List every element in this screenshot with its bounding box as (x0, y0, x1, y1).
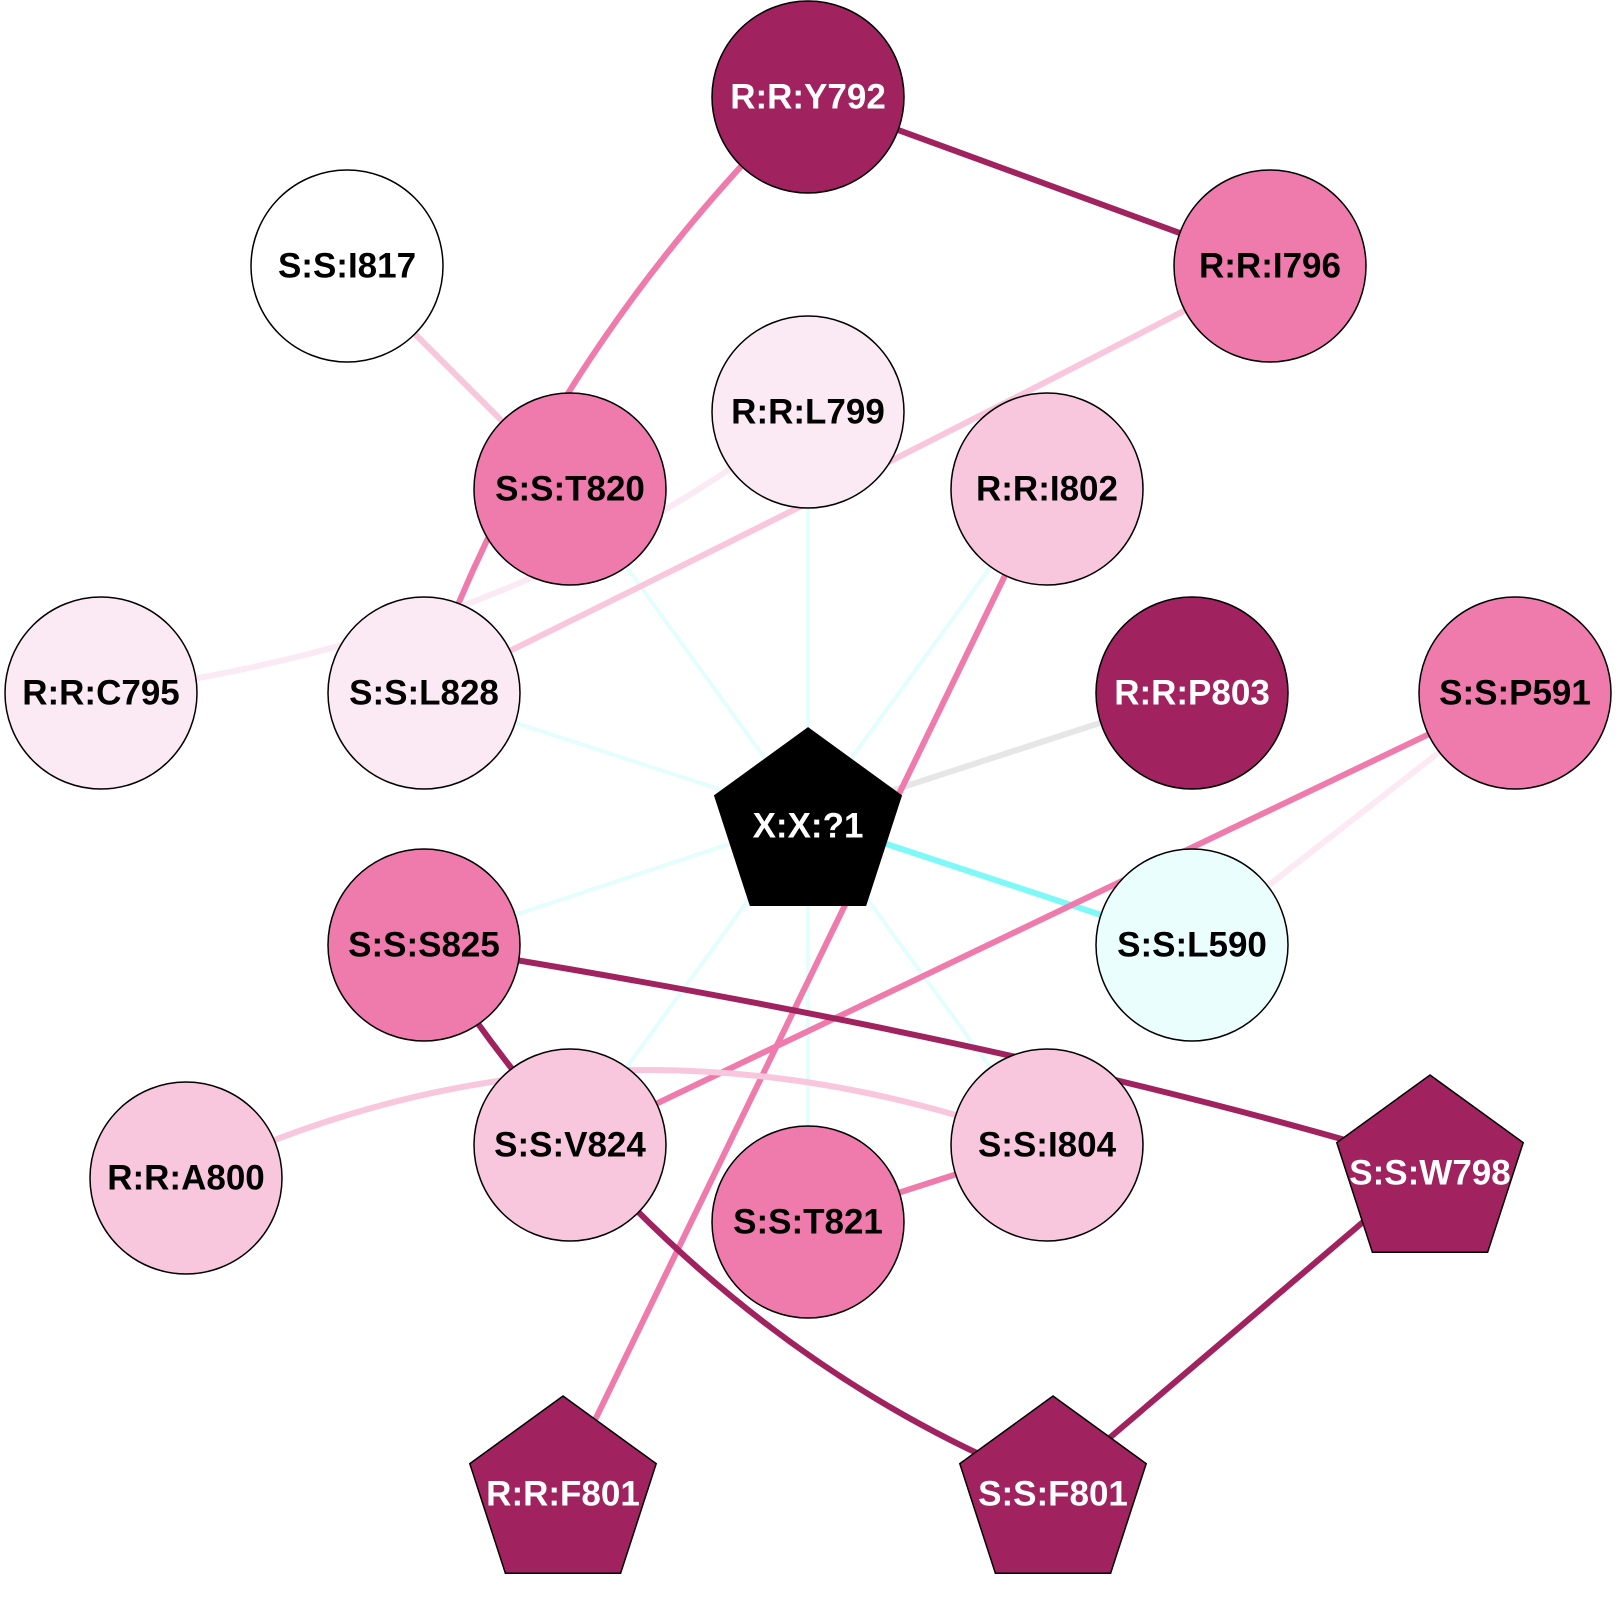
node-l799: R:R:L799 (711, 315, 905, 509)
node-label: S:S:P591 (1439, 674, 1591, 713)
node-sf801: S:S:F801 (958, 1395, 1148, 1575)
node-label: R:R:I802 (976, 470, 1118, 509)
node-pentagon-shape (468, 1395, 658, 1575)
node-label: S:S:I817 (278, 247, 416, 286)
node-l590: S:S:L590 (1095, 848, 1289, 1042)
node-p803: R:R:P803 (1095, 596, 1289, 790)
node-label: S:S:W798 (1349, 1154, 1510, 1193)
node-label: R:R:Y792 (730, 78, 886, 117)
node-x1: X:X:?1 (713, 727, 903, 907)
node-label: S:S:T820 (495, 470, 645, 509)
node-circle-shape (1095, 596, 1289, 790)
node-circle-shape (1418, 596, 1612, 790)
node-label: S:S:S825 (348, 926, 500, 965)
node-label: R:R:C795 (22, 674, 180, 713)
node-label: R:R:P803 (1114, 674, 1270, 713)
node-label: S:S:T821 (733, 1203, 883, 1242)
node-p591: S:S:P591 (1418, 596, 1612, 790)
node-i796: R:R:I796 (1173, 169, 1367, 363)
node-circle-shape (327, 848, 521, 1042)
node-label: R:R:L799 (731, 393, 885, 432)
node-circle-shape (950, 1048, 1144, 1242)
node-y792: R:R:Y792 (711, 0, 905, 194)
node-circle-shape (1095, 848, 1289, 1042)
node-circle-shape (711, 0, 905, 194)
node-label: S:S:I804 (978, 1126, 1117, 1165)
nodes-layer: R:R:Y792 S:S:I817 R:R:I796 R:R:L799 S:S:T820… (4, 0, 1612, 1575)
node-rf801: R:R:F801 (468, 1395, 658, 1575)
node-circle-shape (89, 1081, 283, 1275)
node-t820: S:S:T820 (473, 392, 667, 586)
edge-y792-l828 (421, 94, 811, 694)
edge-p591-v824 (568, 690, 1517, 1148)
node-circle-shape (327, 596, 521, 790)
node-circle-shape (950, 392, 1144, 586)
node-label: R:R:A800 (107, 1159, 265, 1198)
node-circle-shape (250, 169, 444, 363)
node-circle-shape (473, 392, 667, 586)
node-i804: S:S:I804 (950, 1048, 1144, 1242)
node-label: S:S:L828 (349, 674, 499, 713)
node-i817: S:S:I817 (250, 169, 444, 363)
edge-s825-sf801 (421, 943, 1055, 1489)
node-circle-shape (711, 315, 905, 509)
node-label: S:S:F801 (978, 1475, 1128, 1514)
node-l828: S:S:L828 (327, 596, 521, 790)
node-pentagon-shape (1335, 1074, 1525, 1254)
node-a800: R:R:A800 (89, 1081, 283, 1275)
edge-l799-c795 (100, 409, 810, 696)
node-label: R:R:I796 (1199, 247, 1341, 286)
node-circle-shape (473, 1048, 667, 1242)
node-label: S:S:L590 (1117, 926, 1267, 965)
node-circle-shape (711, 1125, 905, 1319)
node-label: R:R:F801 (486, 1475, 640, 1514)
node-label: X:X:?1 (753, 807, 864, 846)
edge-s825-w798 (423, 942, 1431, 1168)
node-c795: R:R:C795 (4, 596, 198, 790)
node-i802: R:R:I802 (950, 392, 1144, 586)
node-pentagon-shape (958, 1395, 1148, 1575)
node-w798: S:S:W798 (1335, 1074, 1525, 1254)
node-circle-shape (1173, 169, 1367, 363)
node-v824: S:S:V824 (473, 1048, 667, 1242)
node-circle-shape (4, 596, 198, 790)
node-t821: S:S:T821 (711, 1125, 905, 1319)
node-s825: S:S:S825 (327, 848, 521, 1042)
edge-i802-rf801 (560, 487, 1050, 1488)
node-label: S:S:V824 (494, 1126, 646, 1165)
node-pentagon-shape (713, 727, 903, 907)
